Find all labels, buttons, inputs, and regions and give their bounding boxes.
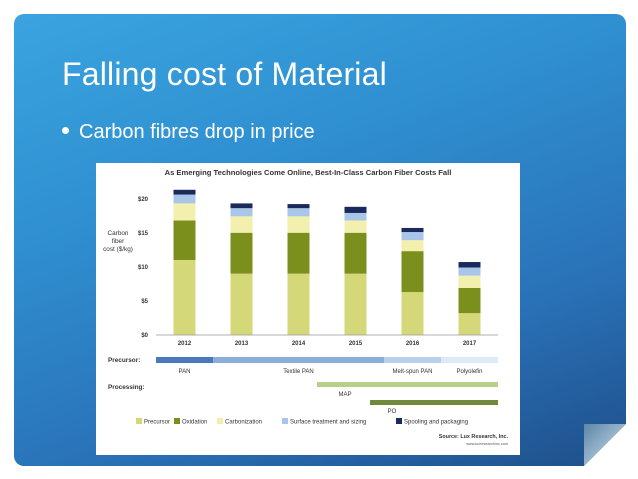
processing-band [370,400,498,405]
y-axis-ticks: $0 $5 $10 $15 $20 [138,197,149,339]
legend-swatch [217,418,223,424]
bar-segment [287,216,310,233]
bar-segment [230,273,253,335]
chart-title: As Emerging Technologies Come Online, Be… [165,168,452,177]
bar-segment [458,262,481,268]
bullet-item: Carbon fibres drop in price [62,121,315,144]
x-tick-label: 2014 [292,341,306,347]
precursor-name: Melt-spun PAN [393,369,433,375]
bar-segment [173,194,196,204]
legend-swatch [136,418,142,424]
y-tick-label: $5 [141,299,148,305]
bar-segment [230,203,253,209]
bar-segment [401,251,424,293]
bar-segment [458,275,481,288]
precursor-band [384,357,441,363]
bar-segment [458,313,481,335]
processing-label: Processing: [108,384,145,391]
precursor-label: Precursor: [108,357,140,364]
bar-segment [173,220,196,260]
precursor-name: Textile PAN [283,369,314,375]
processing-band [317,382,498,387]
chart-image: As Emerging Technologies Come Online, Be… [96,163,520,455]
bar-segment [173,260,196,335]
bar-segment [173,189,196,195]
y-axis-label-line: fiber [112,238,125,245]
bar-segment [401,232,424,241]
processing-row: Processing: MAP PO [108,382,498,415]
bar-segment [287,232,310,274]
processing-name: MAP [338,392,351,398]
x-tick-label: 2016 [406,341,420,347]
slide-title: Falling cost of Material [62,56,387,92]
legend-label: Surface treatment and sizing [290,420,366,426]
bullet-text: Carbon fibres drop in price [79,121,315,143]
bar-segment [173,203,196,221]
bar-segment [344,232,367,274]
bar-segment [344,273,367,335]
x-axis-labels: 2012 2013 2014 2015 2016 2017 [178,341,477,347]
precursor-row: Precursor: PAN Textile PAN Melt-spun PAN Pol… [108,357,498,375]
y-tick-label: $20 [138,197,149,203]
bar-segment [344,206,367,213]
legend-swatch [174,418,180,424]
bar-segment [287,204,310,209]
bar-segment [458,267,481,276]
bars [173,189,481,335]
y-tick-label: $0 [141,333,148,339]
precursor-band [441,357,498,363]
bar-segment [458,287,481,314]
legend-label: Spooling and packaging [404,420,468,426]
page-curl [584,424,626,466]
bullet-dot-icon [62,127,69,135]
cost-chart: As Emerging Technologies Come Online, Be… [103,168,509,446]
bar-segment [344,220,367,233]
y-tick-label: $10 [138,265,149,271]
source-text: Source: Lux Research, Inc. [439,434,509,440]
legend-label: Carbonization [225,420,262,426]
x-tick-label: 2017 [463,341,477,347]
bar-segment [287,208,310,217]
legend-label: Precursor [144,420,170,426]
bar-segment [287,273,310,335]
bar-segment [230,208,253,217]
precursor-name: PAN [179,369,191,375]
x-tick-label: 2012 [178,341,192,347]
bar-segment [401,240,424,252]
source-url: www.luxresearchinc.com [466,442,508,446]
precursor-band [213,357,384,363]
y-axis-label-line: Carbon [108,230,129,237]
legend-swatch [282,418,288,424]
bar-segment [401,227,424,233]
bar-segment [401,292,424,335]
precursor-band [156,357,213,363]
x-tick-label: 2013 [235,341,249,347]
processing-name: PO [388,409,397,415]
precursor-name: Polyolefin [456,369,482,375]
y-tick-label: $15 [138,231,149,237]
legend: Precursor Oxidation Carbonization Surface t… [136,418,468,426]
bar-segment [344,212,367,221]
bar-segment [230,216,253,233]
bar-segment [230,232,253,274]
legend-label: Oxidation [182,420,207,426]
y-axis-label-line: cost ($/kg) [103,246,133,253]
legend-swatch [396,418,402,424]
x-tick-label: 2015 [349,341,363,347]
